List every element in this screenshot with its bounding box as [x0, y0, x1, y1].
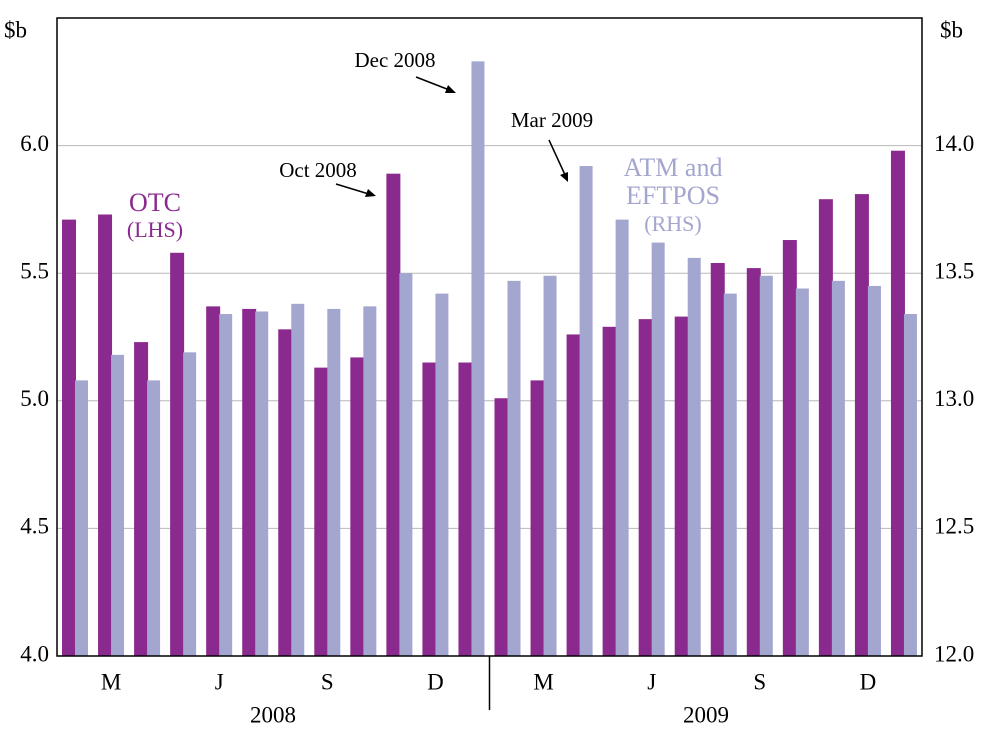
bar [170, 252, 185, 656]
y2-tick-label: 13.0 [934, 386, 974, 411]
x-tick-label: S [321, 669, 334, 694]
bar [435, 293, 449, 656]
bar [651, 242, 665, 657]
bar [363, 306, 377, 656]
series-label: EFTPOS [626, 181, 720, 210]
x-tick-label: J [647, 669, 656, 694]
bar [759, 275, 773, 656]
bar [687, 257, 701, 656]
bar [399, 273, 413, 656]
series-label: OTC [129, 188, 181, 217]
bar [183, 352, 197, 656]
series-label: (LHS) [127, 217, 183, 242]
annotation: Dec 2008 [354, 48, 435, 72]
x-tick-label: M [101, 669, 121, 694]
bar [350, 357, 365, 656]
y-tick-label: 4.0 [20, 641, 49, 666]
bar [386, 173, 401, 656]
bar [278, 329, 293, 656]
y2-tick-label: 12.5 [934, 514, 974, 539]
bar [638, 319, 653, 656]
bar [458, 362, 473, 656]
bar [242, 308, 257, 656]
bar [854, 194, 869, 656]
annotation: Oct 2008 [279, 158, 357, 182]
year-label: 2008 [250, 702, 296, 727]
bar [314, 367, 329, 656]
bar [507, 280, 521, 656]
bar [471, 61, 485, 657]
bar [206, 306, 221, 656]
bar [530, 380, 545, 656]
bar [831, 280, 845, 656]
annotation-arrow [335, 183, 373, 196]
bar [710, 262, 725, 656]
bar [494, 398, 509, 656]
series-label: (RHS) [644, 211, 701, 236]
annotation-arrow [548, 139, 567, 178]
bar [327, 308, 341, 656]
bar [890, 150, 905, 657]
y2-unit: $b [940, 17, 963, 42]
y-tick-label: 5.0 [20, 386, 49, 411]
annotation-arrowhead [560, 172, 568, 182]
bar [579, 166, 593, 657]
x-tick-label: D [427, 669, 444, 694]
y2-tick-label: 13.5 [934, 258, 974, 283]
bar [543, 275, 557, 656]
annotation-arrowhead [365, 189, 376, 197]
annotation-arrow [415, 76, 453, 92]
bar [867, 285, 881, 656]
bar [566, 334, 581, 656]
y-tick-label: 5.5 [20, 258, 49, 283]
bar [147, 380, 161, 656]
bar [134, 342, 149, 656]
y2-tick-label: 12.0 [934, 641, 974, 666]
y2-tick-label: 14.0 [934, 131, 974, 156]
bar [903, 314, 917, 656]
bars [62, 61, 917, 657]
x-tick-label: M [533, 669, 553, 694]
y-tick-label: 4.5 [20, 514, 49, 539]
series-label: ATM and [624, 153, 723, 182]
bar [723, 293, 737, 656]
x-tick-label: D [860, 669, 877, 694]
bar [782, 240, 797, 657]
bar [818, 199, 833, 656]
bar [602, 326, 617, 656]
bar [111, 354, 125, 656]
annotation-arrowhead [445, 85, 456, 93]
annotation: Mar 2009 [511, 108, 593, 132]
bar [615, 219, 629, 656]
bar [62, 219, 76, 656]
x-tick-label: S [753, 669, 766, 694]
bar [75, 380, 88, 656]
bar [291, 303, 305, 656]
bar [422, 362, 437, 656]
y-unit: $b [4, 17, 27, 42]
bar [795, 288, 809, 656]
bar [98, 214, 113, 656]
bar [674, 316, 689, 656]
bar [255, 311, 269, 656]
year-label: 2009 [683, 702, 729, 727]
bar [746, 268, 761, 656]
bar [219, 314, 233, 656]
y-tick-label: 6.0 [20, 131, 49, 156]
x-tick-label: J [215, 669, 224, 694]
